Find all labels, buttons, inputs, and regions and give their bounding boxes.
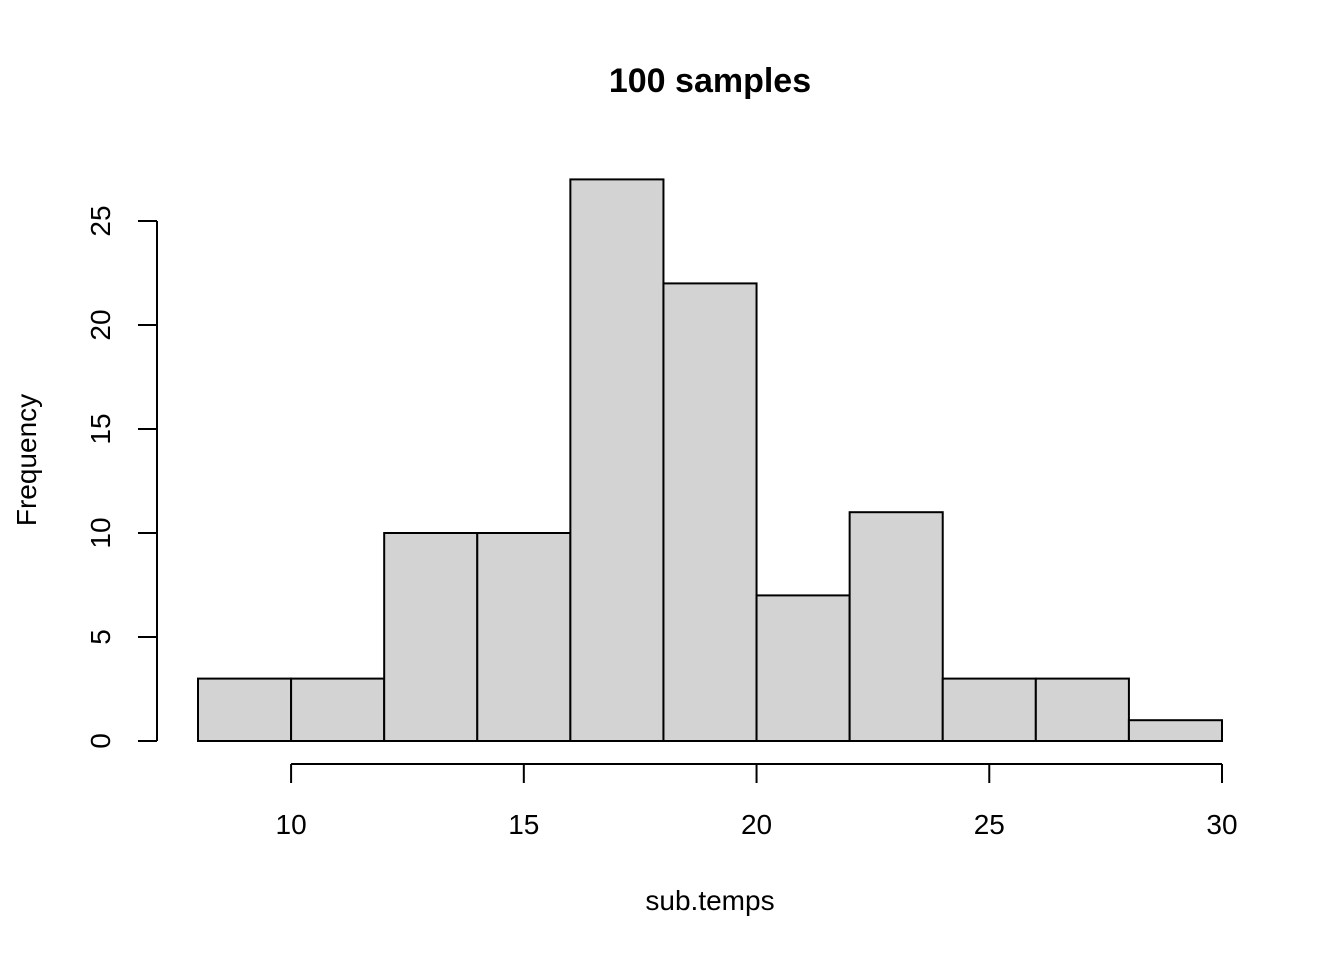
histogram-bar-6: [755, 594, 851, 743]
y-tick-label-25: 25: [85, 205, 116, 236]
y-tick-label-0: 0: [85, 733, 116, 749]
histogram-bar-5: [662, 282, 758, 742]
y-tick-label-15: 15: [85, 413, 116, 444]
x-axis-label: sub.temps: [645, 885, 774, 916]
y-axis-label: Frequency: [11, 394, 42, 526]
histogram-bar-7: [848, 511, 944, 743]
y-axis: 0 5 10 15 20 25: [85, 205, 158, 749]
chart-title: 100 samples: [609, 62, 811, 100]
x-tick-label-10: 10: [276, 809, 307, 840]
bars-group: [197, 178, 1223, 743]
histogram-bar-0: [197, 677, 293, 742]
x-tick-label-20: 20: [741, 809, 772, 840]
histogram-bar-10: [1127, 719, 1223, 743]
histogram-bar-1: [290, 677, 386, 742]
x-tick-label-15: 15: [508, 809, 539, 840]
y-tick-label-5: 5: [85, 629, 116, 645]
x-tick-label-25: 25: [974, 809, 1005, 840]
histogram-bar-3: [476, 532, 572, 742]
x-tick-label-30: 30: [1206, 809, 1237, 840]
x-axis: 10 15 20 25 30: [276, 763, 1238, 840]
y-tick-label-20: 20: [85, 309, 116, 340]
histogram-bar-4: [569, 178, 665, 742]
y-tick-label-10: 10: [85, 517, 116, 548]
histogram-bar-9: [1034, 677, 1130, 742]
histogram-bar-8: [941, 677, 1037, 742]
histogram-bar-2: [383, 532, 479, 742]
